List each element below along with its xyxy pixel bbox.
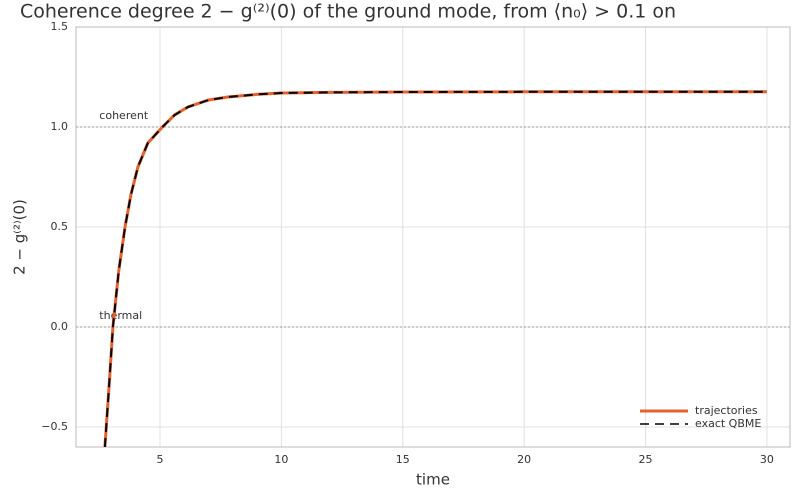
x-tick-label: 10 bbox=[274, 453, 288, 466]
legend-label: exact QBME bbox=[695, 417, 761, 430]
plot-frame bbox=[75, 26, 791, 448]
series-line bbox=[103, 90, 767, 447]
x-tick-label: 15 bbox=[396, 453, 410, 466]
x-tick-label: 30 bbox=[760, 453, 774, 466]
y-tick-label: −0.5 bbox=[41, 420, 68, 433]
y-tick-label: 1.5 bbox=[51, 20, 69, 33]
series-line bbox=[103, 90, 767, 447]
x-tick-label: 5 bbox=[157, 453, 164, 466]
x-tick-label: 25 bbox=[639, 453, 653, 466]
y-axis-label: 2 − g⁽²⁾(0) bbox=[11, 199, 29, 275]
legend-label: trajectories bbox=[695, 404, 758, 417]
annotation: thermal bbox=[99, 309, 142, 322]
y-tick-label: 1.0 bbox=[51, 120, 69, 133]
chart-title: Coherence degree 2 − g⁽²⁾(0) of the grou… bbox=[20, 1, 676, 23]
x-axis-label: time bbox=[416, 471, 450, 489]
plot-area bbox=[103, 90, 767, 447]
x-tick-label: 20 bbox=[517, 453, 531, 466]
y-tick-label: 0.5 bbox=[51, 220, 69, 233]
y-tick-label: 0.0 bbox=[51, 320, 69, 333]
annotation: coherent bbox=[99, 109, 149, 122]
